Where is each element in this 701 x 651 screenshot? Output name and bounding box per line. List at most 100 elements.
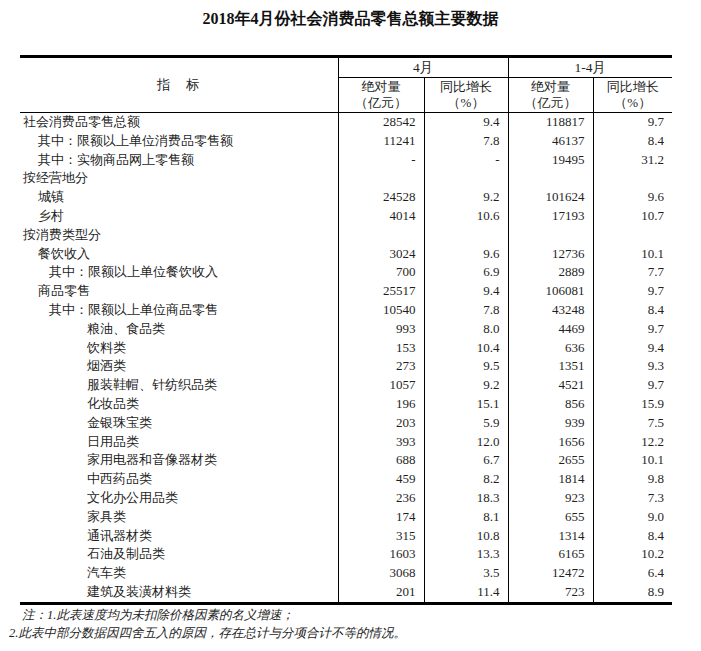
page-title: 2018年4月份社会消费品零售总额主要数据 <box>0 9 701 30</box>
cell-april-absolute: 196 <box>338 395 424 414</box>
cell-cum-yoy: 9.8 <box>593 470 672 489</box>
row-label: 其中：限额以上单位消费品零售额 <box>20 132 338 151</box>
cell-cum-yoy: 15.9 <box>593 395 672 414</box>
yoy-unit: （%） <box>425 95 508 111</box>
cell-april-absolute: 688 <box>338 451 424 470</box>
row-label: 建筑及装潢材料类 <box>20 583 338 603</box>
cell-april-yoy: - <box>424 151 508 170</box>
abs-unit: （亿元） <box>509 95 593 111</box>
table-row: 家具类1748.16559.0 <box>20 508 672 527</box>
cell-cum-absolute: 723 <box>508 583 593 603</box>
cell-april-yoy: 3.5 <box>424 564 508 583</box>
header-group-april: 4月 <box>338 57 508 78</box>
cell-april-absolute: 25517 <box>338 282 424 301</box>
header-group-cumulative: 1-4月 <box>508 57 672 78</box>
cell-april-yoy <box>424 226 508 245</box>
table-row: 其中：限额以上单位商品零售105407.8432488.4 <box>20 301 672 320</box>
row-label: 城镇 <box>20 188 338 207</box>
row-label: 商品零售 <box>20 282 338 301</box>
abs-label: 绝对量 <box>531 79 570 94</box>
row-label: 服装鞋帽、针纺织品类 <box>20 376 338 395</box>
cell-cum-yoy: 9.6 <box>593 188 672 207</box>
cell-cum-yoy: 6.4 <box>593 564 672 583</box>
cell-april-yoy: 9.2 <box>424 376 508 395</box>
cell-cum-absolute: 923 <box>508 489 593 508</box>
table-row: 其中：限额以上单位餐饮收入7006.928897.7 <box>20 263 672 282</box>
cell-cum-absolute: 6165 <box>508 545 593 564</box>
table-row: 汽车类30683.5124726.4 <box>20 564 672 583</box>
cell-april-yoy: 7.8 <box>424 301 508 320</box>
table-row: 建筑及装潢材料类20111.47238.9 <box>20 583 672 603</box>
cell-cum-absolute: 1351 <box>508 357 593 376</box>
row-label: 其中：限额以上单位餐饮收入 <box>20 263 338 282</box>
cell-april-absolute: 273 <box>338 357 424 376</box>
row-label: 石油及制品类 <box>20 545 338 564</box>
cell-april-yoy: 9.6 <box>424 245 508 264</box>
cell-april-yoy: 10.4 <box>424 339 508 358</box>
cell-april-yoy: 10.8 <box>424 527 508 546</box>
table-row: 餐饮收入30249.61273610.1 <box>20 245 672 264</box>
cell-april-yoy: 6.7 <box>424 451 508 470</box>
table-row: 商品零售255179.41060819.7 <box>20 282 672 301</box>
cell-april-absolute: 993 <box>338 320 424 339</box>
cell-cum-yoy: 9.7 <box>593 320 672 339</box>
cell-april-yoy: 9.5 <box>424 357 508 376</box>
table-row: 社会消费品零售总额285429.41188179.7 <box>20 113 672 132</box>
cell-april-yoy: 11.4 <box>424 583 508 603</box>
cell-april-absolute: 153 <box>338 339 424 358</box>
cell-cum-absolute: 43248 <box>508 301 593 320</box>
row-label: 汽车类 <box>20 564 338 583</box>
row-label: 金银珠宝类 <box>20 414 338 433</box>
cell-cum-absolute: 12472 <box>508 564 593 583</box>
row-label: 其中：实物商品网上零售额 <box>20 151 338 170</box>
cell-cum-yoy: 9.7 <box>593 113 672 132</box>
cell-cum-yoy <box>593 226 672 245</box>
cell-cum-yoy: 9.3 <box>593 357 672 376</box>
table-row: 中西药品类4598.218149.8 <box>20 470 672 489</box>
cell-april-absolute: 1057 <box>338 376 424 395</box>
row-label: 烟酒类 <box>20 357 338 376</box>
table-body: 社会消费品零售总额285429.41188179.7其中：限额以上单位消费品零售… <box>20 113 672 604</box>
row-label: 乡村 <box>20 207 338 226</box>
header-april-absolute: 绝对量（亿元） <box>338 78 424 113</box>
cell-cum-yoy: 7.7 <box>593 263 672 282</box>
cell-april-absolute: 3068 <box>338 564 424 583</box>
cell-april-absolute: 3024 <box>338 245 424 264</box>
row-label: 按经营地分 <box>20 169 338 188</box>
retail-sales-table: 指 标 4月 1-4月 绝对量（亿元） 同比增长（%） 绝对量（亿元） 同比增长… <box>20 55 672 605</box>
cell-april-absolute <box>338 169 424 188</box>
row-label: 中西药品类 <box>20 470 338 489</box>
cell-april-absolute: 174 <box>338 508 424 527</box>
table-row: 家用电器和音像器材类6886.7265510.1 <box>20 451 672 470</box>
cell-april-yoy: 8.1 <box>424 508 508 527</box>
cell-april-absolute: 24528 <box>338 188 424 207</box>
cell-cum-absolute: 19495 <box>508 151 593 170</box>
cell-april-yoy: 8.2 <box>424 470 508 489</box>
cell-cum-yoy: 9.7 <box>593 282 672 301</box>
cell-april-absolute: 315 <box>338 527 424 546</box>
row-label: 粮油、食品类 <box>20 320 338 339</box>
cell-cum-absolute: 1814 <box>508 470 593 489</box>
table-row: 按消费类型分 <box>20 226 672 245</box>
header-april-yoy: 同比增长（%） <box>424 78 508 113</box>
cell-cum-absolute: 856 <box>508 395 593 414</box>
cell-april-yoy: 12.0 <box>424 433 508 452</box>
cell-cum-absolute: 106081 <box>508 282 593 301</box>
table-row: 服装鞋帽、针纺织品类10579.245219.7 <box>20 376 672 395</box>
row-label: 日用品类 <box>20 433 338 452</box>
cell-cum-absolute <box>508 169 593 188</box>
cell-cum-absolute: 655 <box>508 508 593 527</box>
table-row: 乡村401410.61719310.7 <box>20 207 672 226</box>
cell-cum-absolute: 939 <box>508 414 593 433</box>
cell-cum-yoy: 10.1 <box>593 451 672 470</box>
row-label: 其中：限额以上单位商品零售 <box>20 301 338 320</box>
table-row: 化妆品类19615.185615.9 <box>20 395 672 414</box>
table-row: 烟酒类2739.513519.3 <box>20 357 672 376</box>
cell-cum-absolute: 2889 <box>508 263 593 282</box>
cell-cum-absolute: 1656 <box>508 433 593 452</box>
cell-cum-yoy: 9.4 <box>593 339 672 358</box>
cell-cum-yoy: 12.2 <box>593 433 672 452</box>
cell-cum-absolute <box>508 226 593 245</box>
table-header: 指 标 4月 1-4月 绝对量（亿元） 同比增长（%） 绝对量（亿元） 同比增长… <box>20 57 672 113</box>
abs-unit: （亿元） <box>339 95 424 111</box>
